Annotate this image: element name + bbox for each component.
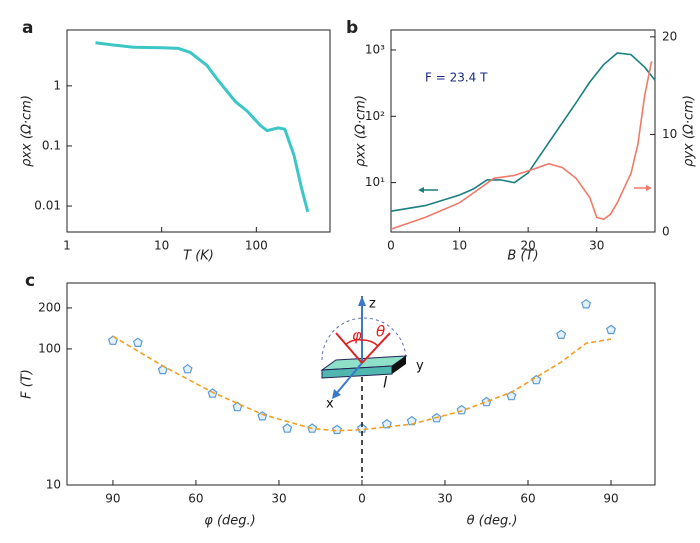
panel-label: b <box>346 18 358 38</box>
data-point <box>605 324 617 335</box>
data-point <box>182 363 193 374</box>
series-arrow-head <box>418 187 424 193</box>
sample-side <box>392 356 406 374</box>
y-axis-label: ρxx (Ω·cm) <box>354 95 369 167</box>
inset-label: z <box>369 297 376 312</box>
plot-frame <box>390 29 656 233</box>
y-tick-label: 10¹ <box>365 175 385 189</box>
data-line <box>390 61 653 230</box>
data-point <box>332 424 343 435</box>
x-tick-label: 30 <box>271 492 286 506</box>
y2-tick-label: 20 <box>662 29 677 43</box>
y-tick-label: 0.01 <box>34 199 61 213</box>
inset-label: φ <box>352 327 362 345</box>
plot-frame <box>66 29 331 233</box>
data-point <box>132 337 143 347</box>
x-tick-label: 100 <box>245 239 268 253</box>
y-tick-label: 10³ <box>365 42 385 56</box>
data-point <box>481 396 492 407</box>
x-axis-label: B (T) <box>507 249 538 264</box>
y-tick-label: 10² <box>365 109 385 123</box>
x-tick-label: 20 <box>521 239 536 253</box>
y2-axis-label: ρyx (Ω·cm) <box>682 95 697 167</box>
y-tick-label: 200 <box>38 300 61 314</box>
z-arrow <box>358 296 366 306</box>
inset-label: θ <box>376 323 385 341</box>
y-axis-label: F (T) <box>20 369 35 399</box>
x-tick-label: 30 <box>437 492 452 506</box>
theta-vector <box>361 332 391 364</box>
data-point <box>232 401 243 412</box>
panel: c 90 60 30 0 30 60 90 10 100 200 φ (deg.) θ (deg.) F … <box>20 271 656 529</box>
data-point <box>257 411 268 421</box>
annotation: F = 23.4 T <box>425 71 488 85</box>
panel-label: a <box>22 18 33 38</box>
data-line <box>390 52 656 212</box>
y2-tick-label: 10 <box>662 127 677 141</box>
y-tick-label: 1 <box>53 78 61 92</box>
x-tick-label: 10 <box>452 239 467 253</box>
data-point <box>282 423 293 433</box>
y-tick-label: 0.1 <box>42 138 61 152</box>
panel-label: c <box>25 271 35 291</box>
x-tick-label: 10 <box>154 239 169 253</box>
data-point <box>581 298 592 309</box>
data-line <box>112 335 612 432</box>
y-axis-label: ρxx (Ω·cm) <box>20 95 35 167</box>
data-point <box>556 329 567 339</box>
x-tick-label: 0 <box>358 492 366 506</box>
x-tick-label: 1 <box>63 239 71 253</box>
inset-diagram <box>320 296 408 478</box>
x-tick-label: 90 <box>603 492 618 506</box>
series-arrow-head <box>646 185 652 191</box>
x-axis <box>335 362 363 395</box>
angle-arc <box>321 317 407 361</box>
x-tick-label: 0 <box>387 239 395 253</box>
data-point <box>506 390 517 401</box>
data-point <box>381 418 392 429</box>
inset-label: x <box>326 397 334 412</box>
x-tick-label: 30 <box>589 239 604 253</box>
x-tick-label: 60 <box>188 492 203 506</box>
theta-arc <box>361 339 379 347</box>
x-axis-label: φ (deg.) <box>204 514 256 529</box>
x-axis-label: T (K) <box>183 249 214 264</box>
x-axis-label: θ (deg.) <box>467 514 518 529</box>
x-arrow <box>332 389 341 399</box>
panel: a 1 10 100 0.01 0.1 1 T (K) ρxx (Ω·cm) <box>20 18 331 264</box>
x-tick-label: 90 <box>105 492 120 506</box>
x-tick-label: 60 <box>520 492 535 506</box>
plot-frame <box>66 282 656 486</box>
y-tick-label: 100 <box>38 341 61 355</box>
phi-vector <box>335 332 363 364</box>
data-line <box>95 41 310 213</box>
inset-label: l <box>383 374 388 392</box>
y-tick-label: 10 <box>46 478 61 492</box>
phi-arc <box>344 339 363 346</box>
inset-label: y <box>416 359 424 374</box>
y2-tick-label: 0 <box>662 225 670 239</box>
